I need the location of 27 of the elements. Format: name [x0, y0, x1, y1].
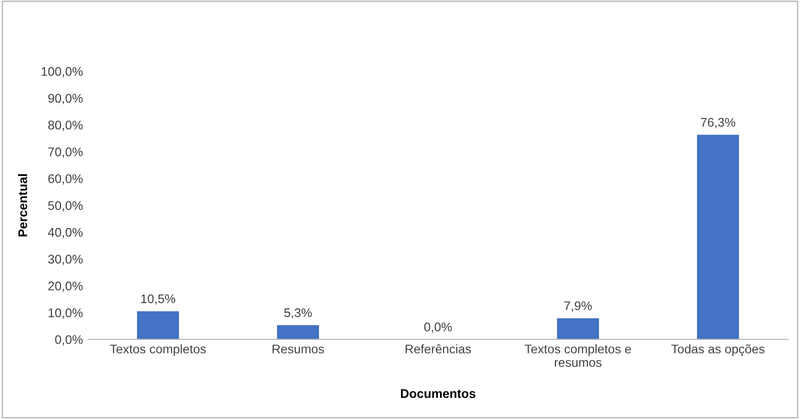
y-tick-label: 0,0%	[55, 335, 83, 346]
data-label: 5,3%	[284, 308, 312, 319]
data-label: 76,3%	[700, 118, 736, 128]
y-tick-label: 50,0%	[48, 201, 83, 212]
y-tick-label: 80,0%	[48, 120, 83, 131]
y-tick-label: 60,0%	[48, 174, 83, 185]
y-tick-label: 40,0%	[48, 228, 83, 238]
y-axis-title: Percentual	[18, 174, 28, 236]
bar	[137, 311, 179, 340]
bar	[557, 318, 599, 340]
data-label: 7,9%	[564, 301, 592, 312]
bar	[697, 134, 739, 340]
y-tick-label: 30,0%	[48, 254, 83, 266]
x-tick-label: Textos completos	[110, 344, 206, 356]
y-tick-label: 20,0%	[48, 282, 83, 292]
x-tick-label: Todas as opções	[671, 344, 764, 356]
y-tick-label: 70,0%	[48, 147, 83, 158]
x-axis-title: Documentos	[400, 389, 476, 398]
x-tick-label: Referências	[406, 344, 471, 354]
y-tick-label: 10,0%	[48, 308, 83, 319]
data-label: 10,5%	[141, 294, 176, 305]
x-tick-label: Resumos	[272, 344, 324, 354]
y-tick-label: 100,0%	[42, 67, 83, 78]
bar	[277, 325, 319, 340]
data-label: 0,0%	[424, 322, 452, 333]
y-tick-label: 90,0%	[48, 94, 83, 104]
x-tick-label: Textos completos e resumos	[524, 344, 631, 367]
